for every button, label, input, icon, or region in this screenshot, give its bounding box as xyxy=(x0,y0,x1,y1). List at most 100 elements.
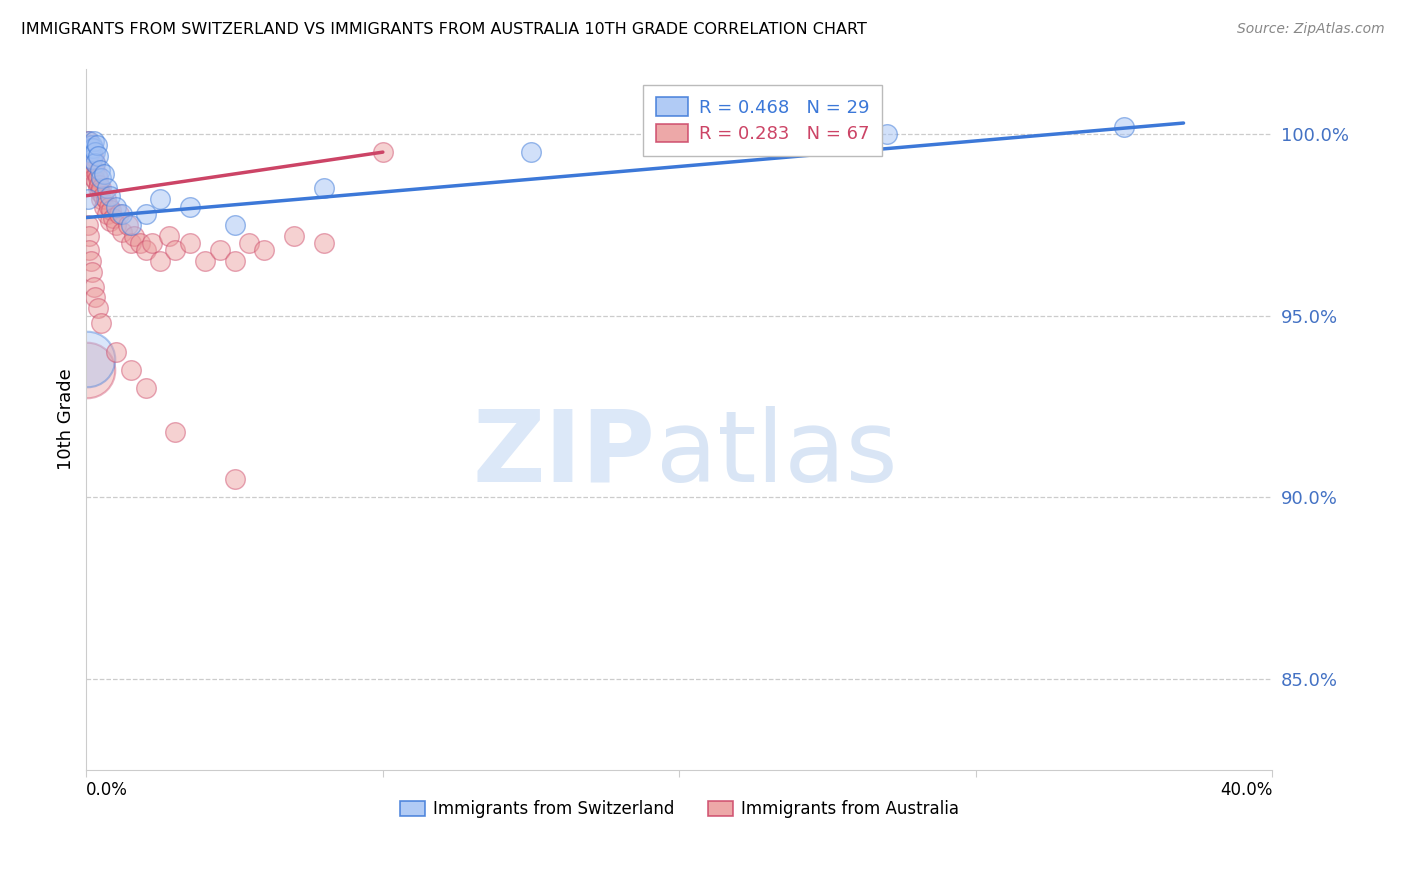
Point xyxy=(79,141,101,155)
Point xyxy=(89,185,111,199)
Point xyxy=(84,174,107,188)
Point xyxy=(283,228,305,243)
Point xyxy=(80,153,103,167)
Point xyxy=(76,352,98,367)
Point xyxy=(224,472,246,486)
Point xyxy=(668,134,690,148)
Point xyxy=(179,235,201,250)
Point xyxy=(101,211,124,225)
Point xyxy=(117,218,139,232)
Point xyxy=(80,137,103,152)
Point xyxy=(84,156,107,170)
Point xyxy=(111,225,134,239)
Point xyxy=(79,149,101,163)
Point xyxy=(82,265,104,279)
Text: IMMIGRANTS FROM SWITZERLAND VS IMMIGRANTS FROM AUSTRALIA 10TH GRADE CORRELATION : IMMIGRANTS FROM SWITZERLAND VS IMMIGRANT… xyxy=(21,22,868,37)
Point xyxy=(135,244,157,258)
Text: ZIP: ZIP xyxy=(472,406,655,503)
Text: 40.0%: 40.0% xyxy=(1220,780,1272,799)
Point xyxy=(224,218,246,232)
Point xyxy=(165,425,187,439)
Point xyxy=(90,181,112,195)
Point xyxy=(104,345,127,359)
Point xyxy=(77,137,100,152)
Point xyxy=(79,145,101,160)
Legend: Immigrants from Switzerland, Immigrants from Australia: Immigrants from Switzerland, Immigrants … xyxy=(394,794,966,825)
Point xyxy=(87,149,110,163)
Text: 0.0%: 0.0% xyxy=(86,780,128,799)
Point xyxy=(104,218,127,232)
Point xyxy=(253,244,276,258)
Point xyxy=(104,200,127,214)
Point xyxy=(312,181,335,195)
Point xyxy=(77,228,100,243)
Point xyxy=(77,145,100,160)
Point xyxy=(165,244,187,258)
Point xyxy=(86,181,108,195)
Point xyxy=(83,279,105,293)
Point xyxy=(87,178,110,192)
Point xyxy=(76,363,98,377)
Point xyxy=(83,170,105,185)
Point xyxy=(84,156,107,170)
Point xyxy=(82,153,104,167)
Point xyxy=(84,291,107,305)
Point xyxy=(194,254,217,268)
Text: Source: ZipAtlas.com: Source: ZipAtlas.com xyxy=(1237,22,1385,37)
Point xyxy=(149,193,172,207)
Point xyxy=(76,193,98,207)
Point xyxy=(89,193,111,207)
Y-axis label: 10th Grade: 10th Grade xyxy=(58,368,75,470)
Point xyxy=(80,163,103,178)
Point xyxy=(90,316,112,330)
Point xyxy=(96,207,118,221)
Point xyxy=(111,207,134,221)
Point xyxy=(93,200,115,214)
Point xyxy=(141,235,163,250)
Point xyxy=(77,244,100,258)
Point xyxy=(80,254,103,268)
Point xyxy=(98,214,121,228)
Point xyxy=(135,207,157,221)
Point xyxy=(208,244,231,258)
Point xyxy=(80,156,103,170)
Point xyxy=(1114,120,1136,134)
Point xyxy=(77,134,100,148)
Point xyxy=(371,145,394,160)
Point xyxy=(91,188,114,202)
Point xyxy=(86,137,108,152)
Point xyxy=(224,254,246,268)
Point xyxy=(98,188,121,202)
Point xyxy=(876,127,898,141)
Point xyxy=(108,207,131,221)
Point xyxy=(128,235,150,250)
Point xyxy=(179,200,201,214)
Point xyxy=(120,235,142,250)
Point xyxy=(96,181,118,195)
Point xyxy=(312,235,335,250)
Point xyxy=(77,141,100,155)
Point xyxy=(149,254,172,268)
Point xyxy=(82,160,104,174)
Point xyxy=(87,170,110,185)
Point xyxy=(120,218,142,232)
Point xyxy=(76,145,98,160)
Point xyxy=(90,170,112,185)
Point xyxy=(157,228,180,243)
Point xyxy=(89,163,111,178)
Point xyxy=(83,163,105,178)
Text: atlas: atlas xyxy=(655,406,897,503)
Point xyxy=(135,381,157,395)
Point xyxy=(122,228,145,243)
Point xyxy=(83,134,105,148)
Point xyxy=(87,301,110,316)
Point xyxy=(86,167,108,181)
Point xyxy=(80,141,103,155)
Point xyxy=(82,141,104,155)
Point xyxy=(76,218,98,232)
Point xyxy=(238,235,260,250)
Point xyxy=(520,145,543,160)
Point xyxy=(94,193,117,207)
Point xyxy=(100,203,122,218)
Point xyxy=(82,149,104,163)
